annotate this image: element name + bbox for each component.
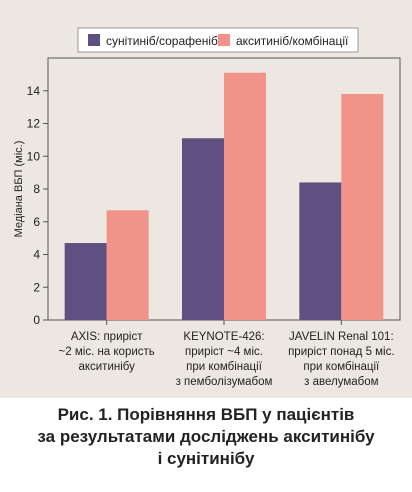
- caption-line-2: за результатами досліджень акситинібу: [37, 427, 375, 446]
- bar-1-0: [182, 138, 224, 320]
- y-tick-label-4: 8: [33, 182, 40, 196]
- y-tick-label-6: 12: [27, 117, 41, 131]
- x-label-0-line-0: AXIS: приріст: [71, 331, 143, 343]
- x-label-0-line-1: ~2 міс. на користь: [59, 346, 155, 358]
- x-label-1-line-2: при комбінації: [186, 361, 263, 373]
- y-tick-label-0: 0: [33, 313, 40, 327]
- legend-swatch-1: [218, 34, 230, 46]
- y-tick-label-5: 10: [27, 149, 41, 163]
- bar-chart: 0 2 4 6 8 10 12 14 Медіана ВБП (міс.) AXIS: прирі…: [13, 27, 401, 388]
- x-label-1-line-0: KEYNOTE-426:: [183, 331, 264, 343]
- bar-0-1: [106, 210, 149, 320]
- x-label-2-line-1: приріст понад 5 міс.: [288, 346, 394, 358]
- legend-label-1: акситиніб/комбінації: [236, 34, 349, 48]
- y-tick-label-1: 2: [33, 280, 40, 294]
- x-label-2-line-2: при комбінації: [303, 361, 380, 373]
- x-label-2-line-3: з авелумабом: [304, 376, 378, 388]
- bar-0-0: [64, 243, 107, 320]
- bar-1-1: [224, 72, 266, 320]
- figure-caption: Рис. 1. Порівняння ВБП у пацієнтів за ре…: [0, 404, 412, 470]
- x-label-2-line-0: JAVELIN Renal 101:: [289, 331, 394, 343]
- chart-panel: 0 2 4 6 8 10 12 14 Медіана ВБП (міс.) AXIS: прирі…: [0, 0, 412, 398]
- x-label-0-line-2: акситинібу: [78, 361, 135, 373]
- bar-2-0: [299, 182, 342, 320]
- y-tick-label-2: 4: [33, 248, 40, 262]
- y-tick-label-3: 6: [33, 215, 40, 229]
- caption-line-1: Рис. 1. Порівняння ВБП у пацієнтів: [57, 405, 355, 424]
- x-label-1-line-3: з пемболізумабом: [176, 376, 273, 388]
- x-label-1-line-1: приріст ~4 міс.: [185, 346, 263, 358]
- legend-swatch-0: [88, 34, 100, 46]
- bar-2-1: [341, 94, 384, 321]
- y-axis-title: Медіана ВБП (міс.): [13, 141, 25, 238]
- y-tick-label-7: 14: [27, 84, 41, 98]
- legend-label-0: сунітиніб/сорафеніб: [106, 34, 218, 48]
- caption-line-3: і сунітинібу: [157, 449, 255, 468]
